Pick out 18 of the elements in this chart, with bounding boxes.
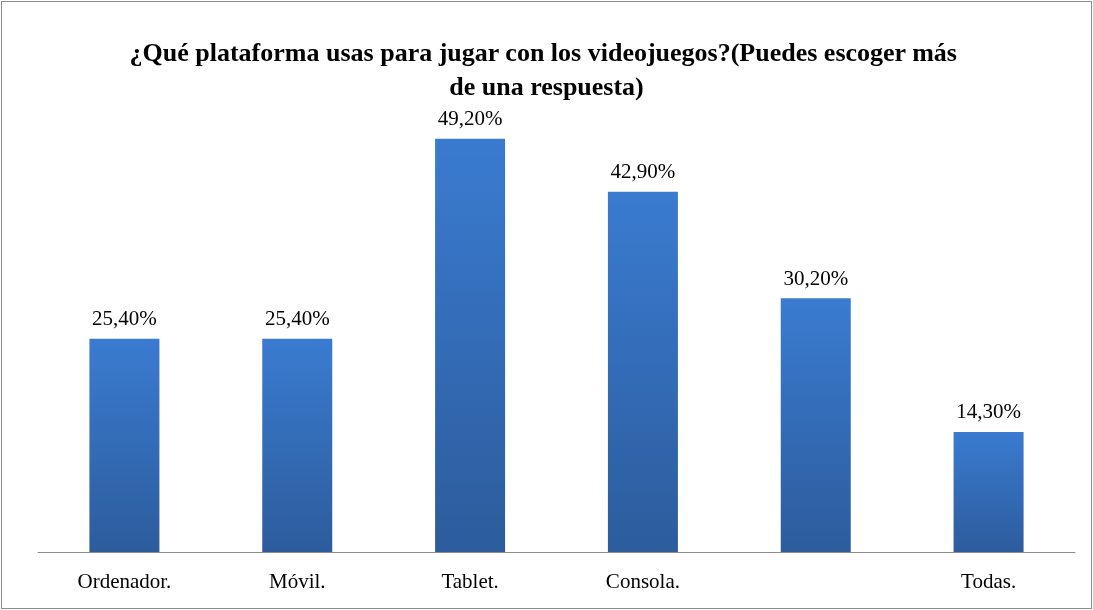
data-label: 30,20% (783, 265, 849, 290)
bar (262, 338, 333, 552)
x-tick-label: Ordenador. (77, 568, 172, 593)
bar (607, 191, 678, 552)
data-label: 25,40% (92, 306, 157, 331)
bar (953, 431, 1024, 552)
data-label: 42,90% (610, 159, 676, 184)
x-tick-label: Consola. (605, 568, 680, 593)
bar (89, 338, 160, 552)
x-tick-label: Móvil. (268, 568, 326, 593)
bar (780, 298, 851, 552)
x-tick-label: Tablet. (441, 568, 499, 593)
x-tick-label: Todas. (961, 568, 1017, 593)
chart-title: ¿Qué plataforma usas para jugar con los videojuegos?(Puedes escoger más de una respuesta) (129, 37, 964, 101)
data-label: 49,20% (437, 106, 503, 131)
data-label: 14,30% (956, 399, 1021, 424)
bar (435, 138, 506, 552)
data-label: 25,40% (264, 306, 330, 331)
